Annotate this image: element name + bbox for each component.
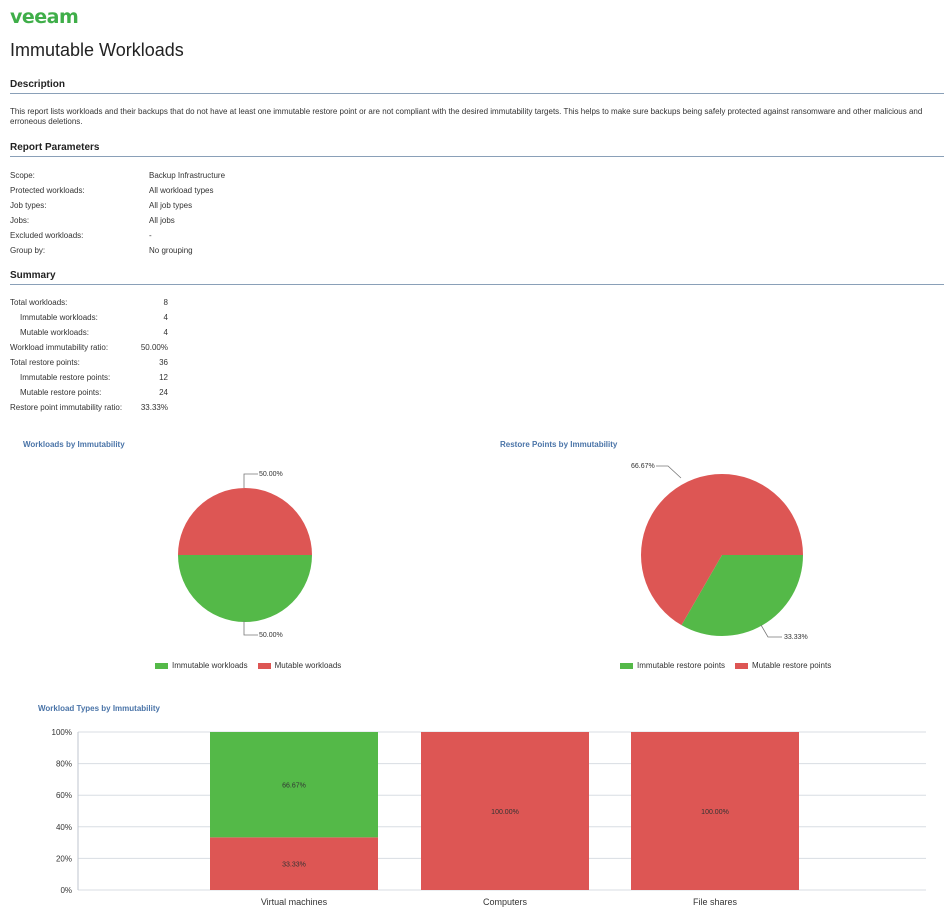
pie-slice-mutable-restore-points [641, 474, 803, 626]
workload-types-chart-title: Workload Types by Immutability [38, 704, 160, 713]
summary-value: 36 [159, 358, 168, 367]
legend-label: Mutable workloads [274, 661, 342, 670]
summary-value: 4 [163, 313, 168, 322]
leader-line [656, 465, 682, 479]
y-tick-label: 0% [60, 886, 72, 895]
pie-slice-immutable-restore-points [681, 555, 803, 637]
legend-swatch-immutable [155, 662, 168, 669]
summary-value: 4 [163, 328, 168, 337]
param-value: All workload types [149, 186, 214, 195]
summary-label: Total restore points: [10, 358, 80, 367]
restore-points-pie-chart: 66.67% 33.33% [631, 463, 808, 641]
summary-label: Immutable workloads: [20, 313, 98, 322]
page-title: Immutable Workloads [10, 40, 184, 60]
leader-line [243, 621, 258, 636]
bar-data-label: 100.00% [491, 809, 519, 816]
summary-label: Mutable workloads: [20, 328, 89, 337]
pie-data-label: 50.00% [259, 632, 283, 639]
x-category-label: Computers [483, 897, 528, 907]
summary-value: 12 [159, 373, 168, 382]
pie-data-label: 50.00% [259, 471, 283, 478]
workloads-legend: Immutable workloads Mutable workloads [155, 661, 341, 670]
pie-slice-mutable-workloads [178, 488, 312, 555]
pie-data-label: 33.33% [784, 634, 808, 641]
summary-label: Immutable restore points: [20, 373, 111, 382]
summary-value: 24 [159, 388, 168, 397]
leader-line [760, 624, 782, 638]
param-value: No grouping [149, 246, 193, 255]
workloads-pie-chart: 50.00% 50.00% [178, 471, 312, 639]
pie-data-label: 66.67% [631, 463, 655, 470]
workload-types-bar-chart: 0% 20% 40% 60% 80% 100% 33.33% 66.67% Virtual ma… [52, 728, 926, 907]
param-label: Group by: [10, 246, 46, 255]
param-label: Job types: [10, 201, 47, 210]
summary-label: Mutable restore points: [20, 388, 102, 397]
leader-line [243, 473, 258, 488]
legend-swatch-immutable [620, 662, 633, 669]
y-tick-label: 40% [56, 823, 72, 832]
restore-points-chart-title: Restore Points by Immutability [500, 440, 618, 449]
param-label: Protected workloads: [10, 186, 85, 195]
summary-label: Restore point immutability ratio: [10, 403, 123, 412]
bar-segment-mutable [210, 837, 378, 890]
legend-label: Immutable workloads [172, 661, 248, 670]
legend-label: Immutable restore points [637, 661, 726, 670]
summary-label: Total workloads: [10, 298, 68, 307]
y-tick-label: 80% [56, 760, 72, 769]
bar-segment-mutable [421, 732, 589, 890]
legend-swatch-mutable [735, 662, 749, 669]
bar-data-label: 66.67% [282, 783, 306, 790]
param-value: - [149, 231, 152, 240]
description-heading: Description [10, 79, 944, 94]
legend-label: Mutable restore points [752, 661, 832, 670]
summary-value: 33.33% [140, 403, 168, 412]
param-label: Scope: [10, 171, 35, 180]
bar-data-label: 33.33% [282, 862, 306, 869]
x-category-label: File shares [693, 897, 738, 907]
param-value: All jobs [149, 216, 175, 225]
bar-segment-mutable [631, 732, 799, 890]
legend-swatch-mutable [257, 662, 271, 669]
bar-segment-immutable [210, 732, 378, 838]
x-category-label: Virtual machines [261, 897, 328, 907]
y-tick-label: 20% [56, 854, 72, 863]
summary-label: Workload immutability ratio: [10, 343, 109, 352]
param-value: Backup Infrastructure [149, 171, 226, 180]
summary-value: 50.00% [140, 343, 168, 352]
bar-data-label: 100.00% [701, 809, 729, 816]
workloads-chart-title: Workloads by Immutability [23, 440, 125, 449]
param-label: Excluded workloads: [10, 231, 84, 240]
summary-heading: Summary [10, 270, 944, 285]
param-label: Jobs: [10, 216, 30, 225]
parameters-heading: Report Parameters [10, 142, 944, 157]
restore-points-legend: Immutable restore points Mutable restore… [620, 661, 831, 670]
param-value: All job types [149, 201, 193, 210]
y-tick-label: 100% [52, 728, 72, 737]
description-text: This report lists workloads and their ba… [10, 107, 923, 126]
veeam-logo: veeam [10, 6, 79, 28]
summary-value: 8 [163, 298, 168, 307]
pie-slice-immutable-workloads [178, 555, 312, 622]
y-tick-label: 60% [56, 791, 72, 800]
